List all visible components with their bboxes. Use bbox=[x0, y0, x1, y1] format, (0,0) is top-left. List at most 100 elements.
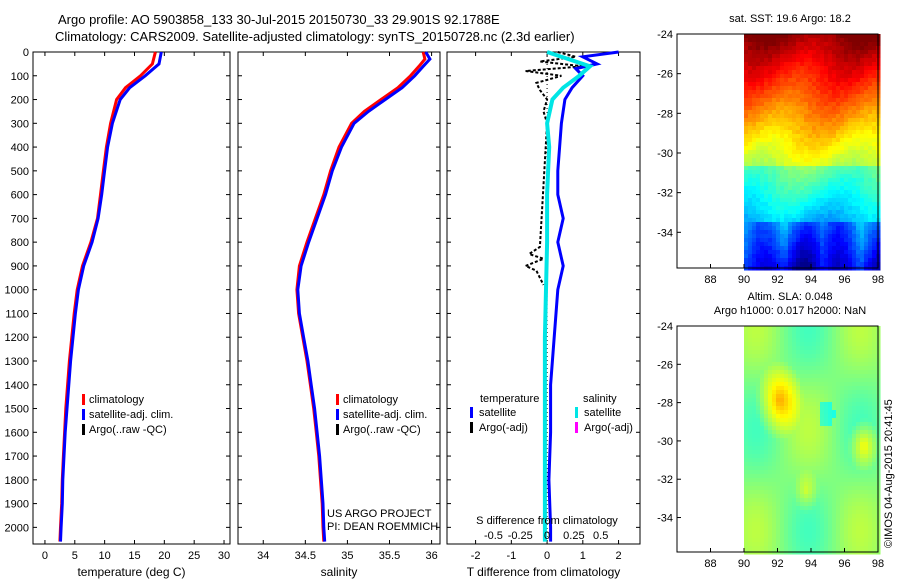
sla-map-cell bbox=[840, 522, 845, 527]
sst-map-cell bbox=[864, 138, 869, 143]
sla-map-cell bbox=[824, 346, 829, 351]
sst-map-cell bbox=[868, 50, 873, 55]
sla-map-cell bbox=[760, 498, 765, 503]
sst-map-cell bbox=[808, 234, 813, 239]
sst-map-cell bbox=[864, 50, 869, 55]
sst-map-cell bbox=[840, 170, 845, 175]
sla-map-cell bbox=[780, 494, 785, 499]
sst-map-cell bbox=[800, 110, 805, 115]
sla-map-cell bbox=[860, 442, 865, 447]
sla-map-cell bbox=[764, 330, 769, 335]
sst-map-cell bbox=[764, 238, 769, 243]
sst-map-cell bbox=[780, 226, 785, 231]
sst-map-cell bbox=[752, 238, 757, 243]
sst-map-cell bbox=[744, 122, 749, 127]
sla-map-cell bbox=[812, 450, 817, 455]
sla-map-cell bbox=[868, 330, 873, 335]
sla-map-cell bbox=[808, 502, 813, 507]
sla-map-cell bbox=[860, 490, 865, 495]
sla-map-cell bbox=[748, 326, 753, 331]
sla-map-cell bbox=[840, 470, 845, 475]
sst-map-cell bbox=[776, 50, 781, 55]
sst-map-cell bbox=[820, 238, 825, 243]
sla-map-cell bbox=[788, 498, 793, 503]
sst-map-cell bbox=[864, 154, 869, 159]
sst-map-cell bbox=[756, 158, 761, 163]
sla-map-cell bbox=[756, 534, 761, 539]
sla-map-cell bbox=[792, 498, 797, 503]
sst-map-cell bbox=[824, 58, 829, 63]
sst-map-cell bbox=[804, 66, 809, 71]
sla-map-cell bbox=[832, 510, 837, 515]
sla-map-cell bbox=[756, 346, 761, 351]
sst-map-cell bbox=[756, 38, 761, 43]
sla-map-cell bbox=[828, 346, 833, 351]
sst-map-cell bbox=[776, 250, 781, 255]
sla-map-cell bbox=[812, 494, 817, 499]
sst-map-cell bbox=[744, 234, 749, 239]
sla-map-cell bbox=[852, 474, 857, 479]
sla-map-cell bbox=[864, 418, 869, 423]
sst-map-cell bbox=[776, 70, 781, 75]
sst-map-cell bbox=[816, 210, 821, 215]
sst-map-cell bbox=[796, 50, 801, 55]
sla-map-cell bbox=[788, 434, 793, 439]
sst-map-cell bbox=[764, 258, 769, 263]
sst-map-cell bbox=[856, 50, 861, 55]
sla-map-cell bbox=[748, 394, 753, 399]
sst-map-cell bbox=[784, 254, 789, 259]
sst-map-cell bbox=[836, 78, 841, 83]
sla-map-cell bbox=[844, 522, 849, 527]
sst-map-cell bbox=[828, 38, 833, 43]
sla-map-cell bbox=[856, 514, 861, 519]
sst-map-cell bbox=[780, 238, 785, 243]
y-tick-label: 400 bbox=[11, 142, 29, 154]
sla-map-cell bbox=[808, 506, 813, 511]
sst-map-cell bbox=[856, 138, 861, 143]
sla-map-cell bbox=[808, 514, 813, 519]
sla-map-cell bbox=[764, 390, 769, 395]
sla-map-cell bbox=[820, 502, 825, 507]
sst-map-cell bbox=[776, 178, 781, 183]
sla-map-cell bbox=[784, 342, 789, 347]
sla-map-cell bbox=[756, 526, 761, 531]
sla-map-cell bbox=[796, 530, 801, 535]
sla-map-cell bbox=[860, 434, 865, 439]
sla-map-cell bbox=[800, 506, 805, 511]
sst-map-cell bbox=[872, 210, 877, 215]
sla-map-cell bbox=[840, 506, 845, 511]
sst-map-cell bbox=[796, 214, 801, 219]
sla-map-cell bbox=[872, 350, 877, 355]
sst-map-cell bbox=[836, 42, 841, 47]
sla-map-cell bbox=[820, 406, 825, 411]
sla-map-cell bbox=[816, 382, 821, 387]
sla-map-cell bbox=[768, 506, 773, 511]
sst-map-cell bbox=[784, 142, 789, 147]
sla-map-cell bbox=[752, 506, 757, 511]
sst-map-cell bbox=[784, 146, 789, 151]
sla-map-cell bbox=[752, 366, 757, 371]
sla-map-cell bbox=[872, 478, 877, 483]
sla-map-cell bbox=[844, 414, 849, 419]
sst-map-cell bbox=[788, 230, 793, 235]
sst-map-cell bbox=[860, 146, 865, 151]
sla-map-cell bbox=[852, 354, 857, 359]
sst-map-cell bbox=[800, 118, 805, 123]
sla-map-cell bbox=[864, 490, 869, 495]
sla-map-cell bbox=[844, 442, 849, 447]
sla-map-cell bbox=[812, 538, 817, 543]
sst-map-cell bbox=[772, 250, 777, 255]
sst-map-cell bbox=[768, 70, 773, 75]
sst-map-cell bbox=[788, 150, 793, 155]
sst-map-cell bbox=[852, 78, 857, 83]
sst-map-cell bbox=[800, 162, 805, 167]
sst-map-cell bbox=[856, 94, 861, 99]
sst-map-cell bbox=[748, 114, 753, 119]
sst-map-cell bbox=[824, 178, 829, 183]
sst-map-cell bbox=[816, 170, 821, 175]
sst-map-cell bbox=[848, 150, 853, 155]
sst-map-cell bbox=[844, 198, 849, 203]
sst-map-cell bbox=[808, 262, 813, 267]
sst-map-cell bbox=[836, 202, 841, 207]
sst-map-cell bbox=[860, 122, 865, 127]
